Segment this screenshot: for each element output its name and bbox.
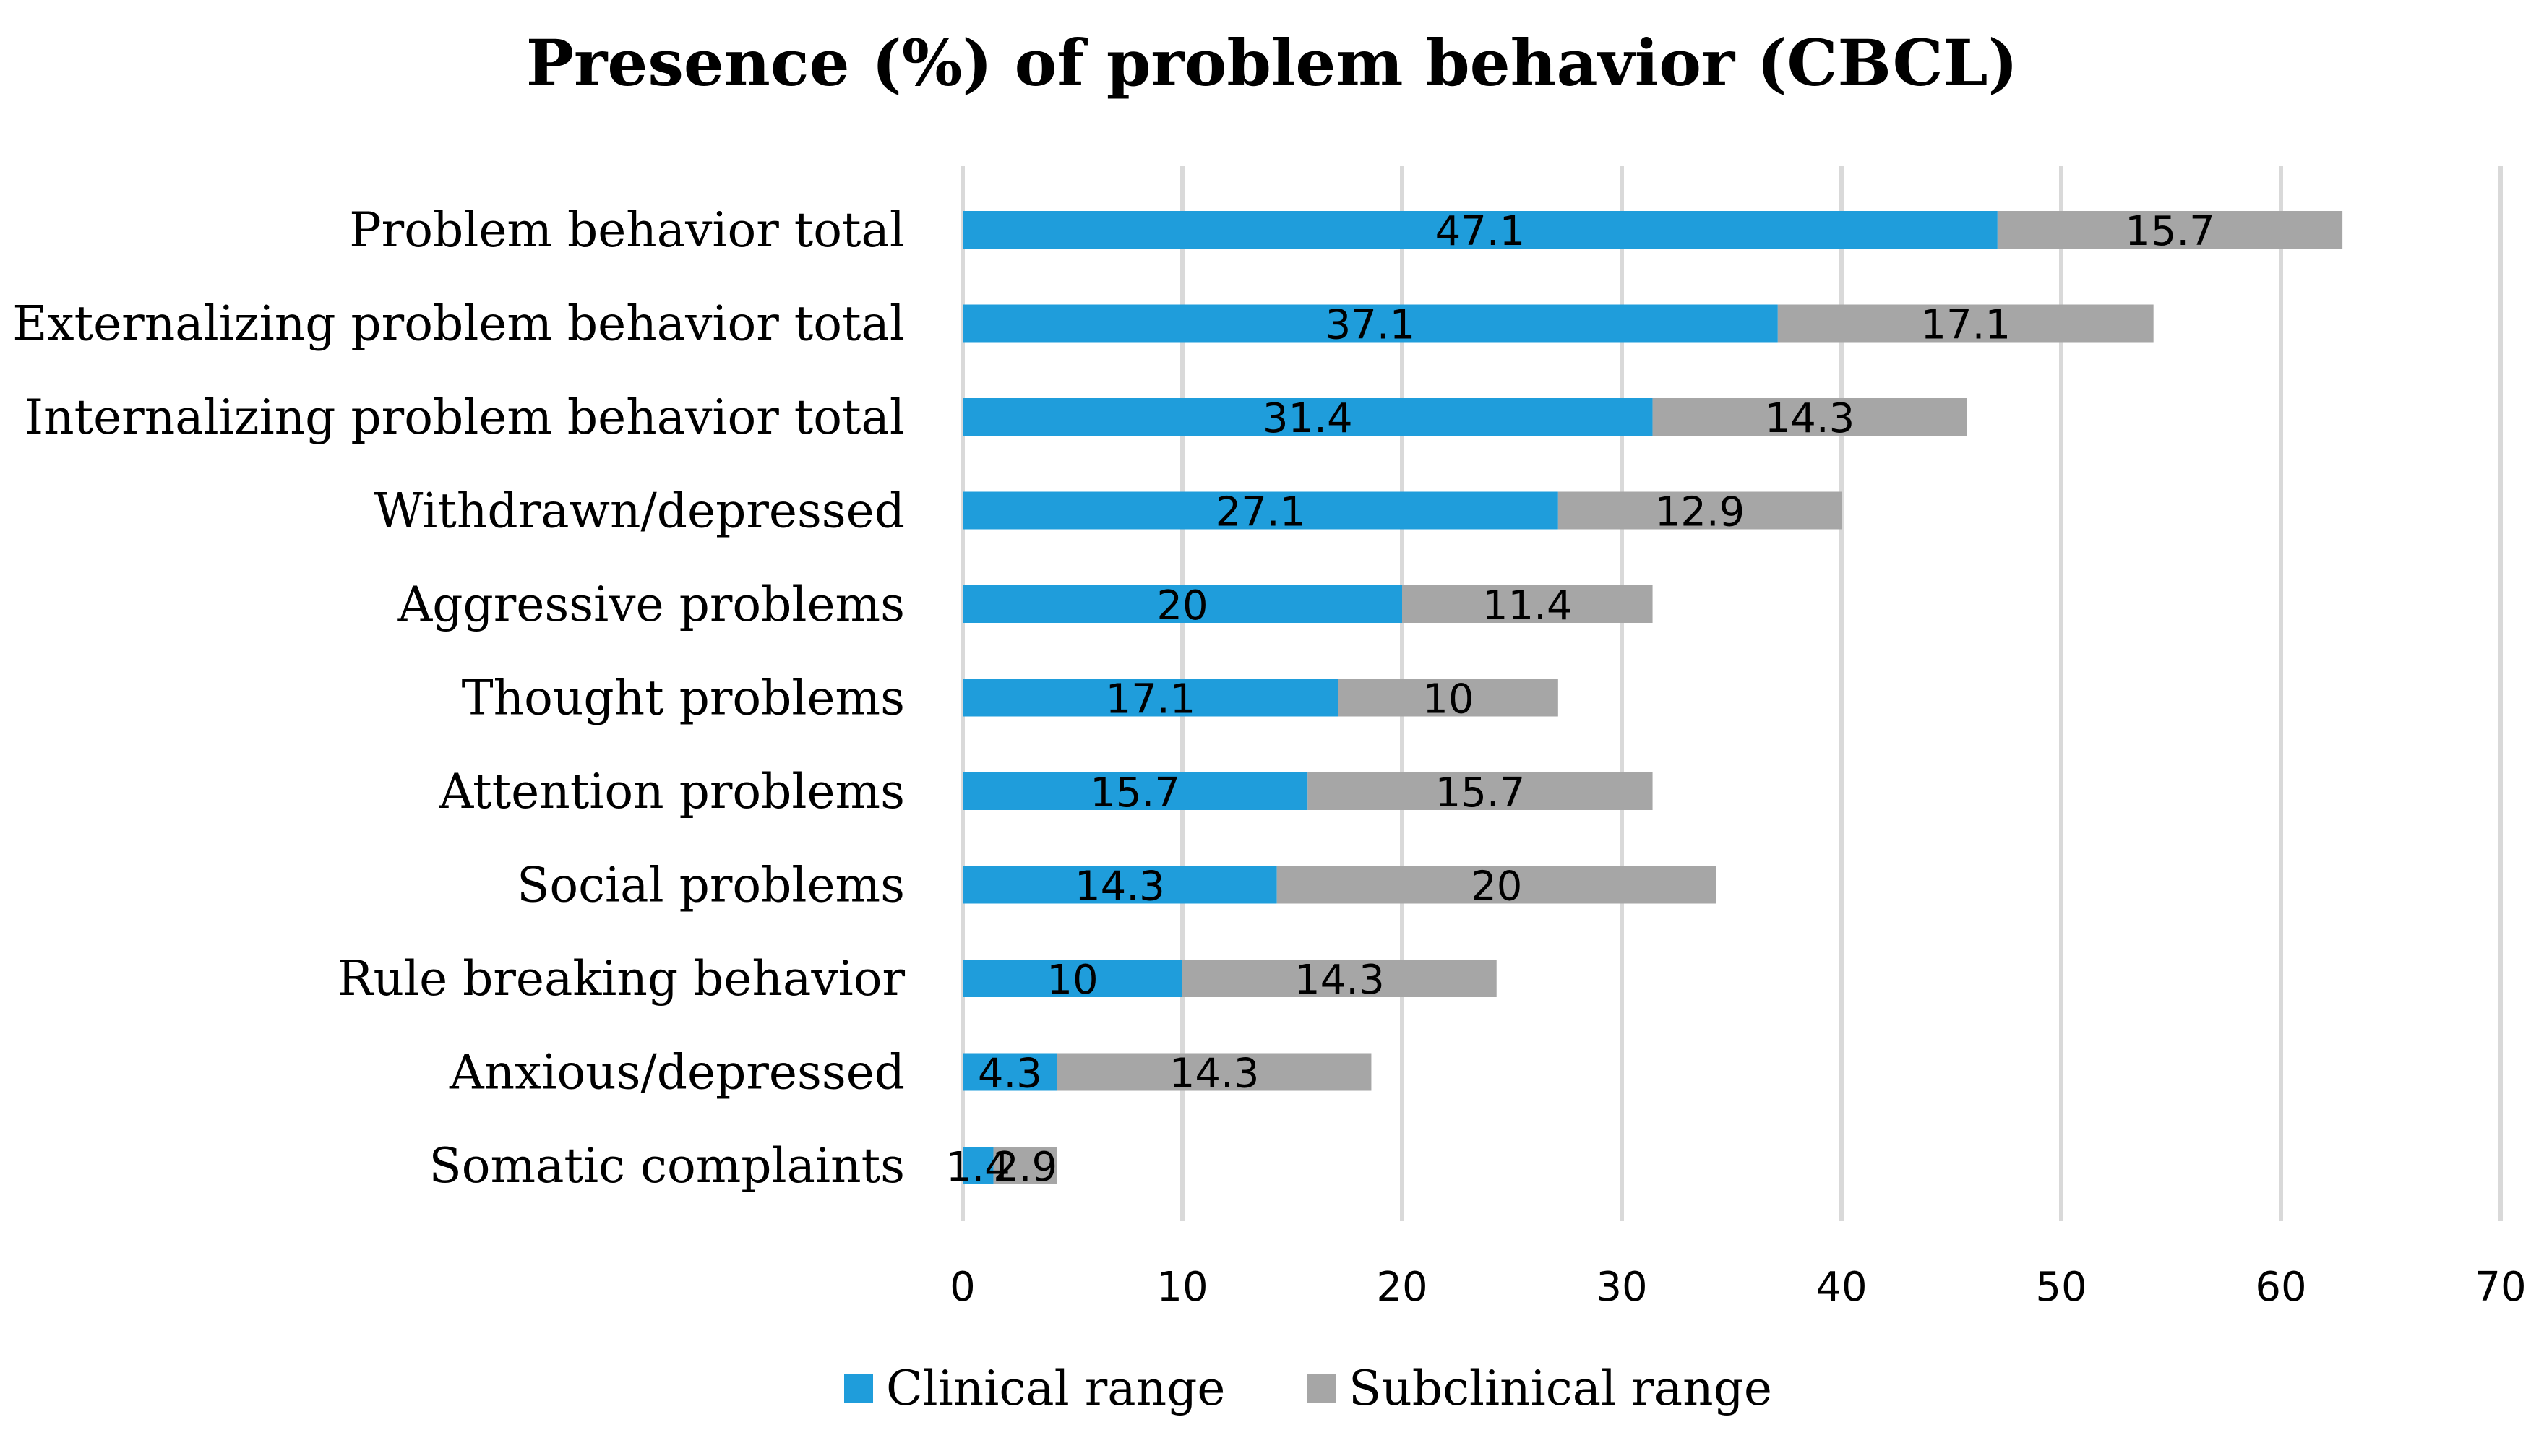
bar-clinical-range-thought-problems (963, 679, 1338, 717)
data-label-subclinical-range-aggressive-problems: 11.4 (1482, 582, 1573, 629)
x-tick-label: 10 (1156, 1264, 1208, 1311)
category-label-attention-problems: Attention problems (439, 764, 905, 819)
category-label-thought-problems: Thought problems (462, 671, 905, 726)
bar-subclinical-range-internalizing-problem-behavior-total (1652, 398, 1967, 436)
bar-subclinical-range-attention-problems (1307, 772, 1653, 810)
category-label-rule-breaking-behavior: Rule breaking behavior (338, 951, 906, 1007)
legend-swatch-clinical-range (844, 1374, 873, 1403)
bar-subclinical-range-withdrawn-depressed (1557, 491, 1842, 530)
bar-subclinical-range-rule-breaking-behavior (1182, 960, 1497, 997)
x-tick-label: 0 (950, 1264, 976, 1311)
legend: Clinical range Subclinical range (844, 1361, 1772, 1416)
bar-subclinical-range-externalizing-problem-behavior-total (1777, 304, 2154, 343)
category-label-somatic-complaints: Somatic complaints (429, 1138, 905, 1194)
bar-clinical-range-internalizing-problem-behavior-total (963, 398, 1653, 436)
legend-label-subclinical-range: Subclinical range (1349, 1361, 1772, 1416)
data-label-subclinical-range-problem-behavior-total: 15.7 (2125, 208, 2215, 255)
data-label-clinical-range-externalizing-problem-behavior-total: 37.1 (1325, 302, 1416, 349)
legend-swatch-subclinical-range (1307, 1374, 1336, 1403)
bar-clinical-range-rule-breaking-behavior (963, 960, 1182, 997)
bar-subclinical-range-thought-problems (1338, 679, 1558, 717)
bar-subclinical-range-anxious-depressed (1057, 1053, 1372, 1091)
x-tick-label: 70 (2475, 1264, 2526, 1311)
category-label-anxious-depressed: Anxious/depressed (449, 1045, 905, 1100)
data-label-subclinical-range-social-problems: 20 (1471, 863, 1522, 910)
data-label-clinical-range-thought-problems: 17.1 (1106, 676, 1196, 723)
data-label-subclinical-range-externalizing-problem-behavior-total: 17.1 (1920, 302, 2011, 349)
bar-clinical-range-problem-behavior-total (963, 211, 1998, 249)
x-tick-label: 20 (1376, 1264, 1427, 1311)
bar-clinical-range-attention-problems (963, 772, 1308, 810)
data-label-clinical-range-social-problems: 14.3 (1075, 863, 1165, 910)
data-label-subclinical-range-internalizing-problem-behavior-total: 14.3 (1765, 395, 1855, 442)
data-labels: 47.1 15.7 37.1 17.1 31.4 14.3 27.1 12.9 20 11.4 17… (946, 208, 2215, 1191)
data-label-clinical-range-problem-behavior-total: 47.1 (1435, 208, 1526, 255)
data-label-clinical-range-anxious-depressed: 4.3 (978, 1051, 1042, 1098)
bar-subclinical-range-social-problems (1276, 866, 1716, 904)
bar-clinical-range-anxious-depressed (963, 1053, 1057, 1091)
data-label-subclinical-range-withdrawn-depressed: 12.9 (1655, 489, 1745, 536)
category-label-externalizing-problem-behavior-total: Externalizing problem behavior total (12, 296, 905, 352)
bar-subclinical-range-aggressive-problems (1402, 585, 1653, 623)
bar-subclinical-range-problem-behavior-total (1997, 211, 2343, 249)
x-tick-label: 50 (2035, 1264, 2087, 1311)
x-tick-label: 40 (1815, 1264, 1867, 1311)
category-label-problem-behavior-total: Problem behavior total (349, 202, 905, 258)
data-label-subclinical-range-rule-breaking-behavior: 14.3 (1294, 957, 1385, 1004)
x-tick-label: 30 (1596, 1264, 1647, 1311)
bars (963, 211, 2343, 1184)
data-label-subclinical-range-attention-problems: 15.7 (1435, 770, 1526, 817)
data-label-clinical-range-aggressive-problems: 20 (1156, 582, 1208, 629)
bar-subclinical-range-somatic-complaints (993, 1147, 1057, 1184)
bar-clinical-range-externalizing-problem-behavior-total (963, 304, 1778, 343)
category-label-withdrawn-depressed: Withdrawn/depressed (374, 483, 905, 539)
data-label-clinical-range-withdrawn-depressed: 27.1 (1216, 489, 1306, 536)
data-label-subclinical-range-thought-problems: 10 (1422, 676, 1474, 723)
x-tick-label: 60 (2255, 1264, 2306, 1311)
legend-label-clinical-range: Clinical range (886, 1361, 1225, 1416)
category-label-social-problems: Social problems (517, 858, 905, 913)
bar-clinical-range-aggressive-problems (963, 585, 1402, 623)
category-label-aggressive-problems: Aggressive problems (398, 577, 905, 632)
data-label-clinical-range-somatic-complaints: 1.4 (946, 1144, 1010, 1191)
data-label-clinical-range-attention-problems: 15.7 (1090, 770, 1180, 817)
data-label-clinical-range-rule-breaking-behavior: 10 (1047, 957, 1098, 1004)
chart-title: Presence (%) of problem behavior (CBCL) (526, 25, 2018, 100)
data-label-clinical-range-internalizing-problem-behavior-total: 31.4 (1263, 395, 1353, 442)
data-label-subclinical-range-somatic-complaints: 2.9 (993, 1144, 1057, 1191)
category-label-internalizing-problem-behavior-total: Internalizing problem behavior total (25, 389, 905, 445)
bar-clinical-range-social-problems (963, 866, 1277, 904)
x-axis-tick-labels: 0 10 20 30 40 50 60 70 (950, 1264, 2526, 1311)
bar-clinical-range-somatic-complaints (963, 1147, 994, 1184)
bar-clinical-range-withdrawn-depressed (963, 491, 1558, 530)
category-labels: Problem behavior total Externalizing prob… (12, 202, 905, 1194)
data-label-subclinical-range-anxious-depressed: 14.3 (1169, 1051, 1260, 1098)
